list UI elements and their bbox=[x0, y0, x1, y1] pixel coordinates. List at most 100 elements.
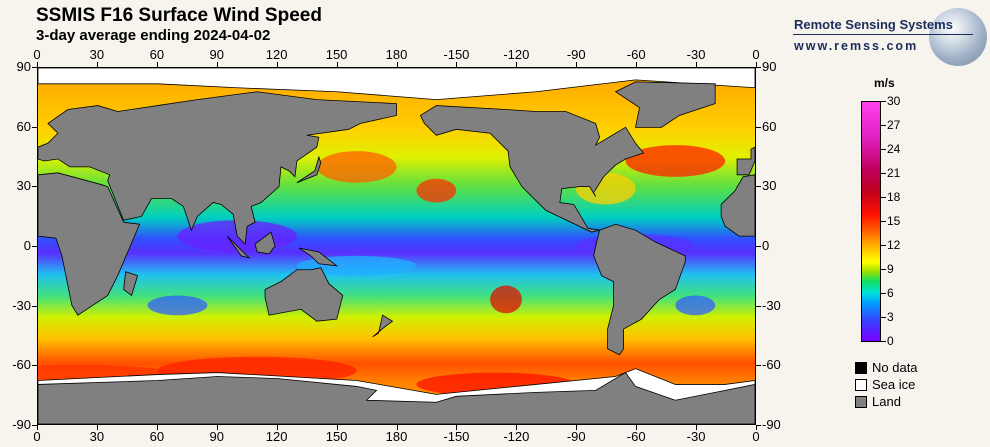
lat-tick-mark bbox=[32, 365, 37, 367]
lon-tick-label-top: 150 bbox=[325, 47, 348, 62]
lon-tick-label-bottom: 30 bbox=[89, 429, 105, 444]
land-madagascar bbox=[123, 271, 139, 297]
wind-feature bbox=[490, 285, 522, 314]
lat-tick-label-right: 30 bbox=[762, 178, 777, 194]
wind-feature bbox=[675, 295, 716, 316]
lat-tick-label-right: -60 bbox=[762, 357, 781, 373]
logo-divider bbox=[793, 34, 973, 35]
map-subtitle: 3-day average ending 2024-04-02 bbox=[36, 27, 271, 44]
colorbar-tick-label: 18 bbox=[887, 190, 901, 204]
wind-feature bbox=[625, 145, 726, 177]
colorbar-tick-label: 0 bbox=[887, 334, 894, 348]
legend-label: No data bbox=[872, 360, 918, 375]
lon-tick-mark bbox=[96, 425, 98, 430]
lat-tick-mark bbox=[32, 246, 37, 247]
lon-tick-mark bbox=[456, 62, 458, 67]
lat-tick-mark bbox=[32, 425, 37, 426]
lat-tick-label-right: -30 bbox=[762, 297, 781, 313]
lat-tick-mark bbox=[756, 246, 761, 247]
logo-name: Remote Sensing Systems bbox=[794, 17, 953, 32]
land-antarctica bbox=[38, 372, 755, 424]
lon-tick-label-bottom: -60 bbox=[626, 429, 646, 444]
lon-tick-label-bottom: -150 bbox=[443, 429, 470, 444]
lat-tick-mark bbox=[756, 67, 761, 68]
lon-tick-label-top: 60 bbox=[149, 47, 165, 62]
lon-tick-label-top: -120 bbox=[503, 47, 530, 62]
lon-tick-mark bbox=[636, 62, 638, 67]
globe-icon bbox=[929, 8, 987, 66]
colorbar-tick-mark bbox=[881, 197, 886, 198]
lon-tick-mark bbox=[756, 425, 757, 430]
lon-tick-mark bbox=[276, 62, 278, 67]
colorbar-tick-label: 9 bbox=[887, 262, 894, 276]
land-new-zealand bbox=[372, 314, 394, 338]
lat-tick-mark bbox=[32, 126, 37, 128]
colorbar-tick-label: 24 bbox=[887, 142, 901, 156]
lon-tick-label-bottom: 150 bbox=[325, 429, 348, 444]
land-eurasia bbox=[38, 91, 397, 245]
lon-tick-mark bbox=[516, 425, 518, 430]
colorbar-tick-mark bbox=[881, 101, 886, 102]
lat-tick-label-right: 60 bbox=[762, 118, 777, 134]
lon-tick-mark bbox=[756, 62, 757, 67]
lon-tick-mark bbox=[216, 425, 218, 430]
lon-tick-label-bottom: -120 bbox=[503, 429, 530, 444]
land-greenland bbox=[614, 81, 716, 128]
lat-tick-label-right: -90 bbox=[762, 417, 781, 432]
lon-tick-label-top: 0 bbox=[752, 47, 760, 62]
lon-tick-label-bottom: 180 bbox=[385, 429, 408, 444]
colorbar-tick-label: 30 bbox=[887, 94, 901, 108]
legend-swatch-land bbox=[855, 396, 867, 408]
lat-tick-mark bbox=[756, 365, 761, 367]
lon-tick-mark bbox=[696, 425, 698, 430]
lat-tick-mark bbox=[756, 186, 761, 188]
colorbar-tick-mark bbox=[881, 125, 886, 126]
land-borneo bbox=[254, 231, 276, 255]
colorbar-tick-mark bbox=[881, 173, 886, 174]
land-west-africa bbox=[720, 174, 755, 237]
lon-tick-mark bbox=[37, 62, 38, 67]
lon-tick-mark bbox=[396, 425, 398, 430]
lat-tick-mark bbox=[756, 425, 761, 426]
colorbar-tick-mark bbox=[881, 221, 886, 222]
lon-tick-mark bbox=[276, 425, 278, 430]
arctic-sea-ice bbox=[38, 68, 755, 101]
wind-speed-map bbox=[37, 67, 756, 425]
colorbar-tick-label: 3 bbox=[887, 310, 894, 324]
lon-tick-mark bbox=[156, 62, 158, 67]
lat-tick-label-left: 60 bbox=[16, 118, 31, 134]
lon-tick-label-top: -150 bbox=[443, 47, 470, 62]
lon-tick-label-bottom: 60 bbox=[149, 429, 165, 444]
lat-tick-label-left: 90 bbox=[16, 59, 31, 74]
land-australia bbox=[264, 267, 344, 322]
colorbar-tick-mark bbox=[881, 149, 886, 150]
land-iberia bbox=[736, 146, 755, 176]
lon-tick-label-top: 180 bbox=[385, 47, 408, 62]
lon-tick-label-top: 30 bbox=[89, 47, 105, 62]
legend-label: Sea ice bbox=[872, 377, 916, 392]
colorbar-tick-label: 6 bbox=[887, 286, 894, 300]
lon-tick-label-bottom: 120 bbox=[265, 429, 288, 444]
lon-tick-label-bottom: -30 bbox=[686, 429, 706, 444]
lon-tick-label-bottom: 0 bbox=[752, 429, 760, 444]
land-new-guinea bbox=[298, 247, 339, 267]
lat-tick-mark bbox=[32, 305, 37, 307]
lon-tick-label-bottom: -90 bbox=[566, 429, 586, 444]
lon-tick-mark bbox=[336, 425, 338, 430]
lon-tick-label-top: -60 bbox=[626, 47, 646, 62]
lon-tick-mark bbox=[576, 425, 578, 430]
colorbar-tick-mark bbox=[881, 317, 886, 318]
lat-tick-mark bbox=[756, 126, 761, 128]
logo-url[interactable]: www.remss.com bbox=[794, 39, 919, 53]
lon-tick-label-bottom: 90 bbox=[209, 429, 224, 444]
wind-feature bbox=[147, 295, 208, 316]
colorbar-tick-mark bbox=[881, 245, 886, 246]
lon-tick-label-top: -30 bbox=[686, 47, 706, 62]
colorbar-tick-label: 15 bbox=[887, 214, 901, 228]
lon-tick-label-bottom: 0 bbox=[33, 429, 41, 444]
lon-tick-mark bbox=[636, 425, 638, 430]
land-north-america bbox=[419, 105, 645, 233]
lat-tick-label-left: 0 bbox=[23, 238, 31, 253]
lat-tick-label-left: -30 bbox=[12, 297, 31, 313]
